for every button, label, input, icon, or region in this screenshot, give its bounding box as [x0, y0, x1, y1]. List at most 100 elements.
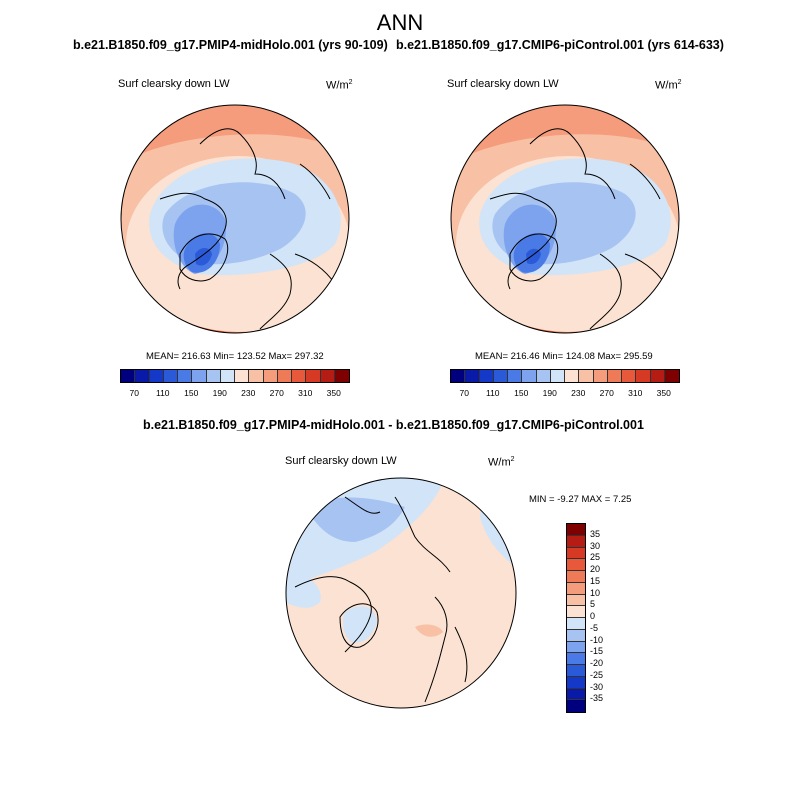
map-border — [450, 104, 680, 334]
colorbar-label: 35 — [590, 528, 601, 539]
colorbar-segment — [206, 370, 221, 382]
colorbar-label: -10 — [590, 634, 604, 645]
colorbar-segment — [479, 370, 494, 382]
colorbar-segment — [465, 370, 480, 382]
colorbar-segment — [567, 547, 585, 560]
colorbar-segment — [567, 676, 585, 689]
colorbar-segment — [163, 370, 178, 382]
colorbar-segment — [192, 370, 207, 382]
colorbar-segment — [567, 571, 585, 583]
colorbar-segment — [567, 688, 585, 701]
diff-units: W/m2 — [488, 456, 515, 469]
colorbar-segment — [550, 370, 565, 382]
map-border — [285, 477, 517, 709]
diff-polar-map — [285, 477, 517, 709]
colorbar-label: 25 — [590, 552, 601, 563]
colorbar-tick-label: 190 — [212, 388, 227, 398]
colorbar-segment — [664, 370, 679, 382]
colorbar-segment — [567, 559, 585, 571]
diff-variable-label: Surf clearsky down LW — [285, 455, 397, 467]
colorbar-segment — [567, 618, 585, 630]
colorbar-segment — [607, 370, 622, 382]
colorbar-tick-label: 150 — [184, 388, 199, 398]
colorbar-segment — [508, 370, 523, 382]
colorbar-label: 20 — [590, 564, 601, 574]
colorbar-label: 10 — [590, 587, 601, 598]
colorbar-label: -5 — [590, 622, 599, 633]
colorbar-segment — [235, 370, 250, 382]
colorbar-tick-label: 70 — [459, 388, 469, 398]
colorbar-tick-label: 350 — [326, 388, 341, 398]
colorbar-tick-label: 310 — [628, 388, 643, 398]
colorbar-segment — [536, 370, 551, 382]
colorbar-segment — [650, 370, 665, 382]
colorbar-segment — [121, 370, 136, 382]
panel1-colorbar-ticks: 70 110 150 190 230 270 310 350 — [120, 388, 348, 400]
panel1-colorbar — [120, 369, 350, 383]
colorbar-label: -25 — [590, 669, 604, 680]
colorbar-label: -30 — [590, 681, 604, 692]
panel1-case-title: b.e21.B1850.f09_g17.PMIP4-midHolo.001 (y… — [73, 38, 388, 52]
panel2-colorbar-ticks: 70 110 150 190 230 270 310 350 — [450, 388, 678, 400]
panel1-stats: MEAN= 216.63 Min= 123.52 Max= 297.32 — [146, 351, 324, 362]
colorbar-segment — [249, 370, 264, 382]
map-fill-neg10-neg5 — [305, 497, 405, 542]
colorbar-segment — [567, 606, 585, 618]
colorbar-segment — [149, 370, 164, 382]
colorbar-tick-label: 110 — [485, 388, 500, 398]
panel2-polar-map — [450, 104, 680, 334]
colorbar-segment — [292, 370, 307, 382]
colorbar-segment — [135, 370, 150, 382]
colorbar-label: 5 — [590, 599, 596, 610]
panel1-units: W/m2 — [326, 79, 353, 92]
colorbar-segment — [277, 370, 292, 382]
colorbar-segment — [567, 582, 585, 595]
colorbar-tick-label: 310 — [298, 388, 313, 398]
colorbar-segment — [567, 594, 585, 607]
coastlines — [489, 128, 666, 330]
map-fill-5-10 — [415, 624, 443, 637]
colorbar-segment — [334, 370, 349, 382]
colorbar-segment — [567, 700, 585, 712]
colorbar-segment — [567, 641, 585, 654]
colorbar-tick-label: 350 — [656, 388, 671, 398]
panel2-case-title: b.e21.B1850.f09_g17.CMIP6-piControl.001 … — [396, 38, 724, 52]
diff-colorbar — [566, 523, 586, 713]
colorbar-segment — [593, 370, 608, 382]
panel2-colorbar — [450, 369, 680, 383]
colorbar-segment — [178, 370, 193, 382]
season-title: ANN — [376, 10, 424, 35]
colorbar-tick-label: 150 — [514, 388, 529, 398]
colorbar-label: -35 — [590, 693, 604, 704]
colorbar-segment — [567, 653, 585, 665]
colorbar-segment — [567, 535, 585, 548]
panel2-stats: MEAN= 216.46 Min= 124.08 Max= 295.59 — [475, 351, 653, 362]
colorbar-segment — [306, 370, 321, 382]
colorbar-label: 30 — [590, 540, 601, 551]
colorbar-segment — [263, 370, 278, 382]
colorbar-segment — [320, 370, 335, 382]
colorbar-segment — [451, 370, 466, 382]
map-fill-150 — [195, 248, 212, 266]
colorbar-tick-label: 270 — [599, 388, 614, 398]
colorbar-segment — [565, 370, 580, 382]
colorbar-segment — [579, 370, 594, 382]
colorbar-label: -20 — [590, 658, 604, 668]
colorbar-label: -15 — [590, 646, 604, 657]
diff-colorbar-labels: 35 30 25 20 15 10 5 0 -5 -10 -15 -20 -25 -30 -35 — [590, 523, 630, 711]
colorbar-label: 0 — [590, 611, 596, 621]
colorbar-label: 15 — [590, 575, 601, 586]
colorbar-segment — [622, 370, 637, 382]
colorbar-segment — [493, 370, 508, 382]
coastlines — [159, 128, 336, 330]
colorbar-tick-label: 110 — [155, 388, 170, 398]
colorbar-tick-label: 230 — [571, 388, 586, 398]
panel1-variable-label: Surf clearsky down LW — [118, 78, 230, 90]
coastlines — [294, 496, 468, 703]
diff-title: b.e21.B1850.f09_g17.PMIP4-midHolo.001 - … — [143, 418, 644, 432]
map-fill-neg5-0 — [343, 606, 377, 643]
colorbar-segment — [522, 370, 537, 382]
colorbar-tick-label: 70 — [129, 388, 139, 398]
map-fill-neg5-0 — [286, 562, 321, 608]
colorbar-segment — [567, 629, 585, 642]
